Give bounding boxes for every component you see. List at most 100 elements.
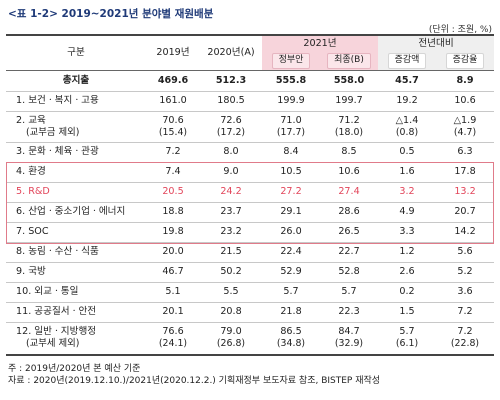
row-label: 12. 일반ㆍ지방행정 (교부세 제외) xyxy=(6,322,146,353)
header-2020: 2020년(A) xyxy=(207,46,255,58)
cell-2020: 23.7 xyxy=(200,202,262,223)
header-gov-plan: 정부안 xyxy=(262,52,320,71)
cell-rate: △1.9 (4.7) xyxy=(436,111,494,143)
cell-2020: 23.2 xyxy=(200,222,262,243)
cell-final: 5.7 xyxy=(320,282,378,303)
cell-2019: 20.0 xyxy=(146,242,200,263)
cell-rate: 8.9 xyxy=(456,74,474,86)
cell-2020: 72.6 (17.2) xyxy=(200,111,262,143)
cell-amt: 1.2 xyxy=(378,242,436,263)
cell-gov: 555.8 xyxy=(275,74,307,86)
table-row: 11. 공공질서ㆍ안전 20.1 20.8 21.8 22.3 1.5 7.2 xyxy=(6,302,494,323)
cell-gov: 10.5 xyxy=(262,162,320,183)
cell-2020: 5.5 xyxy=(200,282,262,303)
table-row: 8. 농림ㆍ수산ㆍ식품 20.0 21.5 22.4 22.7 1.2 5.6 xyxy=(6,242,494,263)
row-label: 7. SOC xyxy=(6,222,146,243)
cell-final: 22.3 xyxy=(320,302,378,323)
cell-2019: 7.4 xyxy=(146,162,200,183)
table-row: 6. 산업ㆍ중소기업ㆍ에너지 18.8 23.7 29.1 28.6 4.9 2… xyxy=(6,202,494,223)
table-row: 2. 교육 (교부금 제외) 70.6 (15.4) 72.6 (17.2) 71.0… xyxy=(6,111,494,143)
cell-2019: 20.5 xyxy=(146,182,200,203)
cell-gov: 5.7 xyxy=(262,282,320,303)
cell-gov: 86.5 (34.8) xyxy=(262,322,320,353)
cell-rate: 3.6 xyxy=(436,282,494,303)
cell-2019: 20.1 xyxy=(146,302,200,323)
header-final: 최종(B) xyxy=(320,52,378,71)
cell-final: 27.4 xyxy=(320,182,378,203)
cell-2019: 18.8 xyxy=(146,202,200,223)
cell-rate: 14.2 xyxy=(436,222,494,243)
cell-2019: 46.7 xyxy=(146,262,200,283)
cell-final: 8.5 xyxy=(320,142,378,163)
header-2021: 2021년 xyxy=(262,36,378,52)
table-row: 10. 외교ㆍ통일 5.1 5.5 5.7 5.7 0.2 3.6 xyxy=(6,282,494,303)
table-row: 1. 보건ㆍ복지ㆍ고용 161.0 180.5 199.9 199.7 19.2… xyxy=(6,91,494,112)
row-label: 4. 환경 xyxy=(6,162,146,183)
cell-amt: 0.5 xyxy=(378,142,436,163)
cell-gov: 8.4 xyxy=(262,142,320,163)
cell-2020: 79.0 (26.8) xyxy=(200,322,262,353)
cell-gov: 199.9 xyxy=(262,91,320,112)
note-source: 자료 : 2020년(2019.12.10.)/2021년(2020.12.2.… xyxy=(8,376,381,386)
cell-2020: 24.2 xyxy=(200,182,262,203)
header-2019: 2019년 xyxy=(156,46,190,58)
cell-final: 71.2 (18.0) xyxy=(320,111,378,143)
cell-final: 22.7 xyxy=(320,242,378,263)
budget-table: 구분 2019년 2020년(A) 2021년 전년대비 정부안 최종(B) 증… xyxy=(6,36,494,353)
cell-amt: 45.7 xyxy=(395,74,419,86)
row-label: 3. 문화ㆍ체육ㆍ관광 xyxy=(6,142,146,163)
cell-final: 26.5 xyxy=(320,222,378,243)
row-label: 5. R&D xyxy=(6,182,146,203)
table-row: 3. 문화ㆍ체육ㆍ관광 7.2 8.0 8.4 8.5 0.5 6.3 xyxy=(6,142,494,163)
row-label: 6. 산업ㆍ중소기업ㆍ에너지 xyxy=(6,202,146,223)
header-inc-rate: 증감율 xyxy=(436,52,494,71)
row-label: 1. 보건ㆍ복지ㆍ고용 xyxy=(6,91,146,112)
cell-amt: 4.9 xyxy=(378,202,436,223)
header-inc-amount: 증감액 xyxy=(378,52,436,71)
row-label: 11. 공공질서ㆍ안전 xyxy=(6,302,146,323)
cell-rate: 7.2 xyxy=(436,302,494,323)
cell-2020: 21.5 xyxy=(200,242,262,263)
cell-2020: 9.0 xyxy=(200,162,262,183)
row-label: 2. 교육 (교부금 제외) xyxy=(6,111,146,143)
cell-2020: 20.8 xyxy=(200,302,262,323)
cell-final: 10.6 xyxy=(320,162,378,183)
cell-2019: 5.1 xyxy=(146,282,200,303)
cell-rate: 6.3 xyxy=(436,142,494,163)
cell-2019: 70.6 (15.4) xyxy=(146,111,200,143)
cell-2019: 161.0 xyxy=(146,91,200,112)
cell-gov: 52.9 xyxy=(262,262,320,283)
cell-2020: 8.0 xyxy=(200,142,262,163)
header-yoy: 전년대비 xyxy=(378,36,494,52)
cell-rate: 5.6 xyxy=(436,242,494,263)
cell-gov: 26.0 xyxy=(262,222,320,243)
cell-rate: 5.2 xyxy=(436,262,494,283)
cell-rate: 10.6 xyxy=(436,91,494,112)
cell-rate: 17.8 xyxy=(436,162,494,183)
cell-final: 52.8 xyxy=(320,262,378,283)
cell-gov: 21.8 xyxy=(262,302,320,323)
header-category: 구분 xyxy=(67,46,85,58)
table-row: 12. 일반ㆍ지방행정 (교부세 제외) 76.6 (24.1) 79.0 (26.8… xyxy=(6,322,494,353)
cell-final: 558.0 xyxy=(333,74,365,86)
bottom-rule xyxy=(6,354,494,356)
cell-amt: 2.6 xyxy=(378,262,436,283)
cell-2019: 469.6 xyxy=(157,74,189,86)
row-label: 10. 외교ㆍ통일 xyxy=(6,282,146,303)
row-label: 8. 농림ㆍ수산ㆍ식품 xyxy=(6,242,146,263)
cell-gov: 22.4 xyxy=(262,242,320,263)
table-row: 7. SOC 19.8 23.2 26.0 26.5 3.3 14.2 xyxy=(6,222,494,243)
cell-amt: 5.7 (6.1) xyxy=(378,322,436,353)
table-row: 4. 환경 7.4 9.0 10.5 10.6 1.6 17.8 xyxy=(6,162,494,183)
cell-2019: 7.2 xyxy=(146,142,200,163)
cell-rate: 20.7 xyxy=(436,202,494,223)
cell-rate: 7.2 (22.8) xyxy=(436,322,494,353)
row-label: 9. 국방 xyxy=(6,262,146,283)
cell-2019: 76.6 (24.1) xyxy=(146,322,200,353)
cell-amt: 1.5 xyxy=(378,302,436,323)
cell-gov: 27.2 xyxy=(262,182,320,203)
unit-label: (단위 : 조원, %) xyxy=(428,25,492,35)
cell-amt: △1.4 (0.8) xyxy=(378,111,436,143)
table-row-rd: 5. R&D 20.5 24.2 27.2 27.4 3.2 13.2 xyxy=(6,182,494,203)
cell-final: 199.7 xyxy=(320,91,378,112)
